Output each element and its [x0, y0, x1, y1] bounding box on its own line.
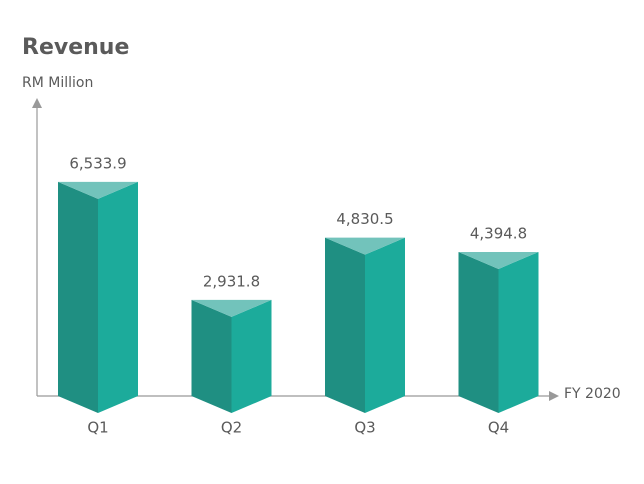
value-label: 4,394.8 [470, 224, 527, 242]
bar-top [325, 237, 405, 255]
bar-right-face [365, 237, 405, 413]
bar-left-face [458, 251, 499, 413]
bar-left-face [325, 237, 365, 413]
x-tick-label: Q1 [87, 419, 108, 437]
value-label: 2,931.8 [203, 272, 260, 290]
bar-right-face [98, 181, 138, 413]
bar-right-face [231, 299, 272, 413]
x-axis-label: FY 2020 [564, 386, 621, 402]
value-label: 4,830.5 [336, 210, 393, 228]
x-tick-label: Q3 [354, 419, 375, 437]
bar-top [191, 299, 272, 317]
x-tick-label: Q2 [221, 419, 242, 437]
value-label: 6,533.9 [69, 154, 126, 172]
bar-top [58, 181, 138, 199]
bar-top [458, 251, 539, 269]
bar-right-face [498, 251, 539, 413]
x-tick-label: Q4 [488, 419, 509, 437]
bar-left-face [58, 181, 98, 413]
bar-left-face [191, 299, 232, 413]
chart-title: Revenue [22, 35, 129, 60]
x-axis-arrow [549, 391, 559, 401]
y-axis-label: RM Million [22, 75, 93, 91]
y-axis-arrow [32, 98, 42, 108]
